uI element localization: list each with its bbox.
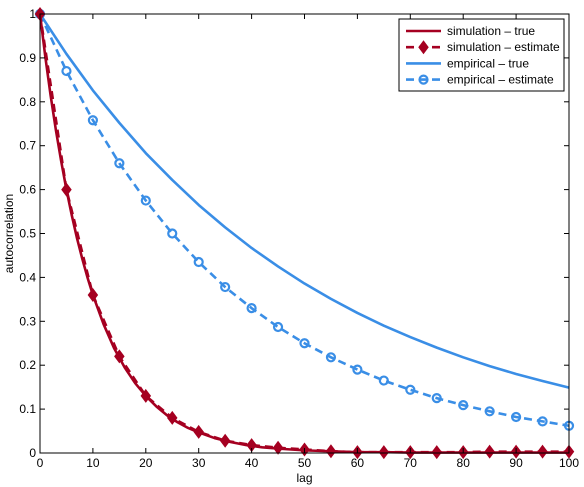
y-tick-label: 0.8 <box>19 95 36 109</box>
legend-label-0: simulation – true <box>447 24 535 38</box>
data-point <box>431 393 442 404</box>
x-tick-label: 80 <box>457 456 471 470</box>
legend-marker-1 <box>418 40 429 55</box>
data-point <box>352 364 363 375</box>
legend-label-1: simulation – estimate <box>447 40 560 54</box>
y-tick-label: 0.3 <box>19 314 36 328</box>
data-point <box>140 195 151 206</box>
x-tick-label: 50 <box>298 456 312 470</box>
data-point <box>114 158 125 169</box>
x-axis-label: lag <box>296 471 312 485</box>
data-point <box>193 256 204 268</box>
x-tick-label: 90 <box>509 456 523 470</box>
y-tick-label: 0.4 <box>19 270 36 284</box>
x-tick-label: 70 <box>404 456 418 470</box>
data-point <box>246 303 257 314</box>
series-line-3 <box>38 13 570 428</box>
legend: simulation – true simulation – estimate em… <box>398 18 565 92</box>
y-tick-label: 0.9 <box>19 51 36 65</box>
series-line-2 <box>38 13 570 389</box>
data-point <box>220 281 231 293</box>
y-tick-label: 0 <box>29 446 36 460</box>
legend-label-2: empirical – true <box>447 56 529 70</box>
data-point <box>272 321 284 333</box>
x-tick-label: 100 <box>559 456 579 470</box>
y-tick-label: 1 <box>29 7 36 21</box>
data-point <box>537 416 548 427</box>
x-tick-label: 20 <box>139 456 153 470</box>
x-tick-label: 0 <box>37 456 44 470</box>
data-point <box>87 115 99 126</box>
x-tick-label: 30 <box>192 456 206 470</box>
data-point <box>299 338 310 349</box>
x-tick-label: 60 <box>351 456 365 470</box>
data-point <box>484 406 495 417</box>
y-tick-label: 0.7 <box>19 139 36 153</box>
series-2 <box>38 13 570 389</box>
y-tick-label: 0.5 <box>19 227 36 241</box>
data-point <box>378 375 389 386</box>
data-point <box>405 384 416 395</box>
x-tick-label: 40 <box>245 456 259 470</box>
data-point <box>61 65 72 77</box>
data-point <box>325 352 337 363</box>
ticks-layer: 0 10 20 30 40 50 60 70 80 90 100 0 0.1 0.2 0.3 0.4 0.5 0.… <box>19 7 579 470</box>
data-point <box>458 400 469 411</box>
data-point <box>167 228 178 239</box>
legend-label-3: empirical – estimate <box>447 73 554 87</box>
y-axis-label: autocorrelation <box>2 194 16 273</box>
y-tick-label: 0.1 <box>19 402 36 416</box>
x-tick-label: 10 <box>86 456 100 470</box>
data-point <box>510 411 522 423</box>
legend-marker-3 <box>418 74 429 85</box>
y-tick-label: 0.2 <box>19 358 36 372</box>
y-tick-label: 0.6 <box>19 183 36 197</box>
